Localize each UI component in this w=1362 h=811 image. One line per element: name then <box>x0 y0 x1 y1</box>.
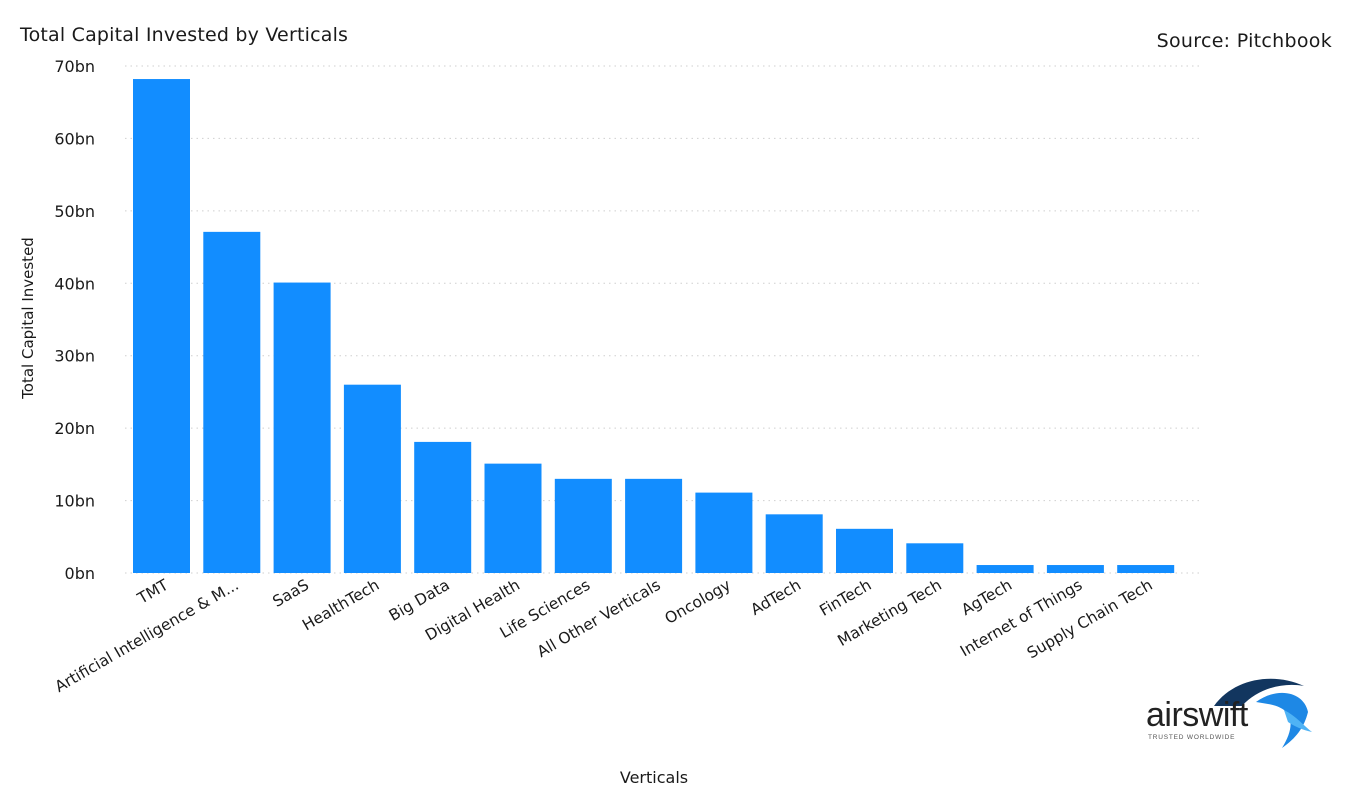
bar[interactable] <box>484 463 542 573</box>
swift-bird-icon <box>1214 678 1312 748</box>
bar[interactable] <box>414 441 472 573</box>
x-tick-label: HealthTech <box>299 576 382 634</box>
x-tick-label: SaaS <box>270 576 313 611</box>
x-tick-label: Supply Chain Tech <box>1024 576 1156 662</box>
bar[interactable] <box>906 543 964 573</box>
bar[interactable] <box>836 528 893 573</box>
airswift-logo: airswift TRUSTED WORLDWIDE <box>1146 672 1326 752</box>
y-tick-labels: 0bn 10bn 20bn 30bn 40bn 50bn 60bn 70bn <box>54 57 95 583</box>
source-note: Source: Pitchbook <box>1156 30 1332 52</box>
bar[interactable] <box>203 231 261 573</box>
bar[interactable] <box>343 384 401 573</box>
bar[interactable] <box>133 79 190 573</box>
y-tick-label: 20bn <box>54 419 95 438</box>
x-tick-label: Internet of Things <box>957 576 1085 660</box>
bar[interactable] <box>273 282 331 573</box>
y-tick-label: 30bn <box>54 347 95 366</box>
bar[interactable] <box>625 478 683 573</box>
x-tick-label: AdTech <box>748 576 805 619</box>
bar[interactable] <box>1117 565 1175 573</box>
y-tick-label: 70bn <box>54 57 95 76</box>
y-tick-label: 50bn <box>54 202 95 221</box>
x-tick-label: FinTech <box>816 576 874 620</box>
logo-wordmark: airswift <box>1146 696 1248 734</box>
bar[interactable] <box>554 478 612 573</box>
bar[interactable] <box>695 492 753 573</box>
logo-tagline: TRUSTED WORLDWIDE <box>1148 734 1236 741</box>
bar[interactable] <box>976 565 1034 573</box>
bar[interactable] <box>1046 565 1104 573</box>
y-tick-label: 10bn <box>54 492 95 511</box>
y-tick-label: 0bn <box>65 564 95 583</box>
x-tick-label: TMT <box>134 576 172 609</box>
bar[interactable] <box>765 514 823 573</box>
x-tick-label: AgTech <box>958 576 1015 619</box>
x-tick-label: All Other Verticals <box>534 576 664 661</box>
x-axis-label: Verticals <box>619 768 689 787</box>
y-tick-label: 60bn <box>54 129 95 148</box>
chart-title: Total Capital Invested by Verticals <box>20 24 349 46</box>
y-tick-label: 40bn <box>54 274 95 293</box>
x-tick-label: Oncology <box>662 576 734 628</box>
bars <box>133 79 1175 573</box>
